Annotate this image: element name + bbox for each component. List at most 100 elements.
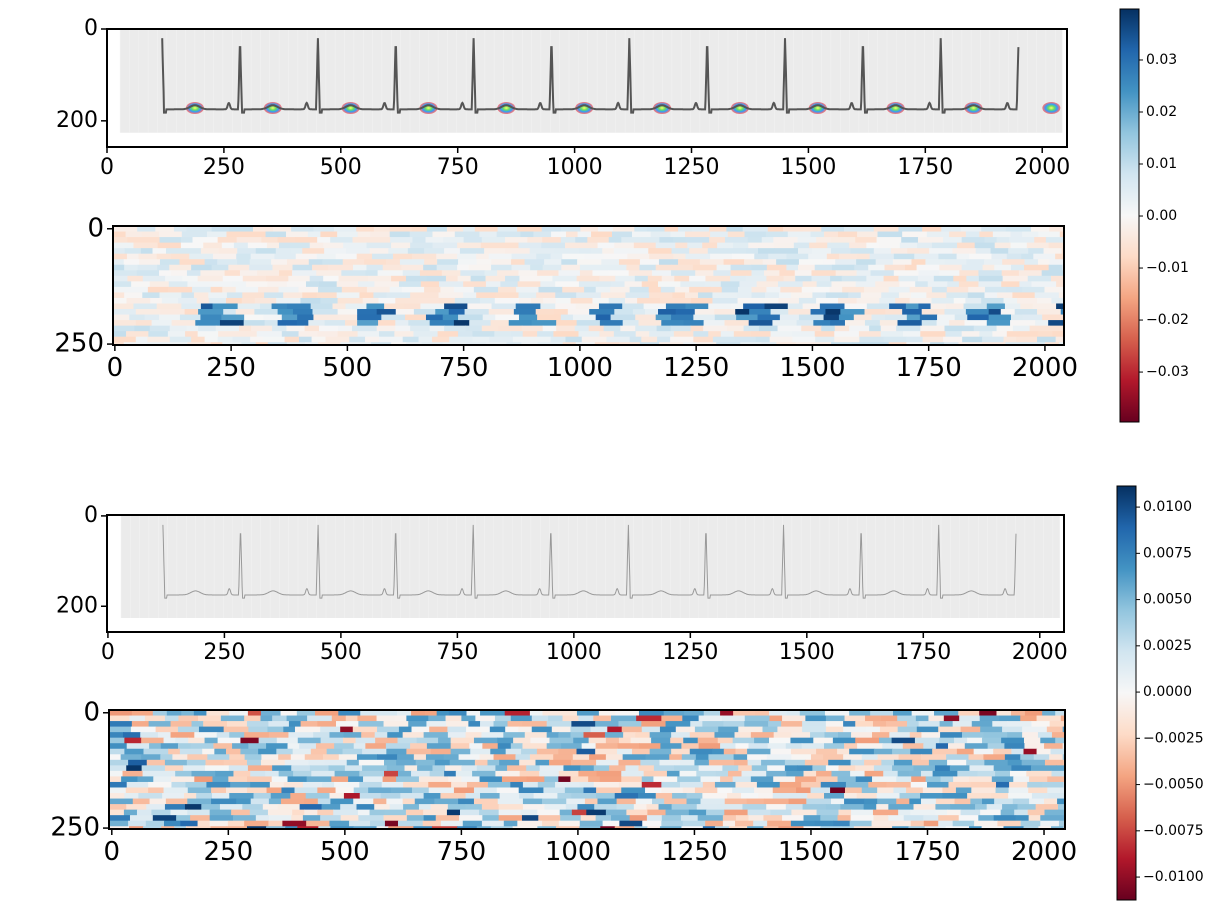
heatmap-cell xyxy=(855,721,874,728)
heatmap-cell xyxy=(131,281,151,288)
heatmap-cell xyxy=(742,226,769,233)
heatmap-cell xyxy=(340,726,354,733)
heatmap-cell xyxy=(935,798,956,805)
heatmap-cell xyxy=(1059,231,1064,238)
heatmap-cell xyxy=(973,325,998,332)
heatmap-cell xyxy=(1035,804,1059,811)
heatmap-cell xyxy=(1062,743,1065,750)
heatmap-cell xyxy=(384,759,397,766)
heatmap-cell xyxy=(920,754,947,761)
heatmap-cell xyxy=(375,737,399,744)
heatmap-cell xyxy=(385,743,411,750)
heatmap-cell xyxy=(317,721,337,728)
heatmap-cell xyxy=(113,226,138,233)
heatmap-cell xyxy=(597,242,615,249)
heatmap-cell xyxy=(353,826,378,829)
heatmap-cell xyxy=(1040,815,1065,822)
heatmap-cell xyxy=(436,264,458,271)
heatmap-cell xyxy=(186,325,199,332)
heatmap-cell xyxy=(1004,754,1021,761)
heatmap-cell xyxy=(1050,748,1065,755)
heatmap-cell xyxy=(558,770,579,778)
heatmap-cell xyxy=(913,804,937,811)
plot-area xyxy=(120,515,1060,618)
heatmap-cell xyxy=(429,726,448,733)
heatmap-cell xyxy=(888,815,905,822)
heatmap-cell xyxy=(250,781,271,789)
heatmap-cell xyxy=(943,336,963,343)
heatmap-cell xyxy=(196,297,210,305)
heatmap-cell xyxy=(785,804,804,811)
heatmap-cell xyxy=(938,726,962,733)
heatmap-cell xyxy=(123,342,148,345)
heatmap-cell xyxy=(660,286,676,294)
heatmap-cell xyxy=(920,770,934,778)
heatmap-cell xyxy=(621,726,643,733)
heatmap-cell xyxy=(727,770,743,778)
heatmap-cell xyxy=(694,759,710,766)
heatmap-cell xyxy=(212,281,233,288)
heatmap-cell xyxy=(997,820,1022,827)
heatmap-cell xyxy=(320,231,338,238)
heatmap-cell xyxy=(395,297,419,305)
heatmap-cell xyxy=(1058,292,1064,299)
heatmap-cell xyxy=(202,748,215,755)
heatmap-cell xyxy=(329,820,350,827)
heatmap-cell xyxy=(401,264,424,271)
heatmap-cell xyxy=(235,309,255,316)
heatmap-cell xyxy=(879,726,899,733)
heatmap-cell xyxy=(281,331,300,338)
heatmap-cell xyxy=(180,820,199,827)
heatmap-cell xyxy=(739,281,758,288)
heatmap-cell xyxy=(829,286,843,294)
colorbar-tick-label: 0.0100 xyxy=(1143,499,1192,515)
heatmap-cell xyxy=(161,297,179,305)
colorbar-tick-label: 0.0075 xyxy=(1143,545,1192,561)
heatmap-cell xyxy=(724,809,749,816)
heatmap-cell xyxy=(598,303,623,310)
heatmap-cell xyxy=(535,336,552,343)
heatmap-cell xyxy=(142,292,161,299)
heatmap-cell xyxy=(811,275,831,282)
heatmap-cell xyxy=(402,798,416,805)
heatmap-cell xyxy=(491,303,517,310)
heatmap-cell xyxy=(137,776,154,783)
heatmap-cell xyxy=(449,336,474,343)
heatmap-cell xyxy=(445,765,462,772)
heatmap-cell xyxy=(109,798,134,805)
heatmap-cell xyxy=(834,336,860,343)
heatmap-cell xyxy=(539,765,565,772)
heatmap-cell xyxy=(873,748,893,755)
heatmap-cell xyxy=(182,275,199,282)
heatmap-cell xyxy=(394,715,407,722)
heatmap-cell xyxy=(236,798,252,805)
heatmap-cell xyxy=(893,787,907,794)
heatmap-cell xyxy=(1027,342,1046,345)
y-tick-label: 200 xyxy=(56,108,98,133)
heatmap-cell xyxy=(121,776,139,783)
heatmap-cell xyxy=(864,759,882,766)
heatmap-cell xyxy=(1010,231,1023,238)
heatmap-cell xyxy=(215,770,235,778)
heatmap-cell xyxy=(398,726,413,733)
heatmap-cell xyxy=(795,776,817,783)
heatmap-cell xyxy=(405,275,428,282)
heatmap-cell xyxy=(522,798,543,805)
heatmap-cell xyxy=(529,710,544,717)
heatmap-cell xyxy=(932,770,958,778)
heatmap-cell xyxy=(717,242,734,249)
heatmap-cell xyxy=(981,297,1005,305)
x-tick-label: 1750 xyxy=(894,837,960,867)
heatmap-cell xyxy=(217,237,238,244)
heatmap-cell xyxy=(457,242,482,249)
heatmap-cell xyxy=(1034,237,1047,244)
heatmap-cell xyxy=(463,226,476,233)
heatmap-cell xyxy=(123,259,140,266)
heatmap-cell xyxy=(185,781,208,789)
heatmap-cell xyxy=(897,770,910,778)
heatmap-cell xyxy=(381,781,404,789)
heatmap-cell xyxy=(888,342,907,345)
colorbar-tick-label: 0.00 xyxy=(1146,208,1177,224)
heatmap-cell xyxy=(211,798,237,805)
